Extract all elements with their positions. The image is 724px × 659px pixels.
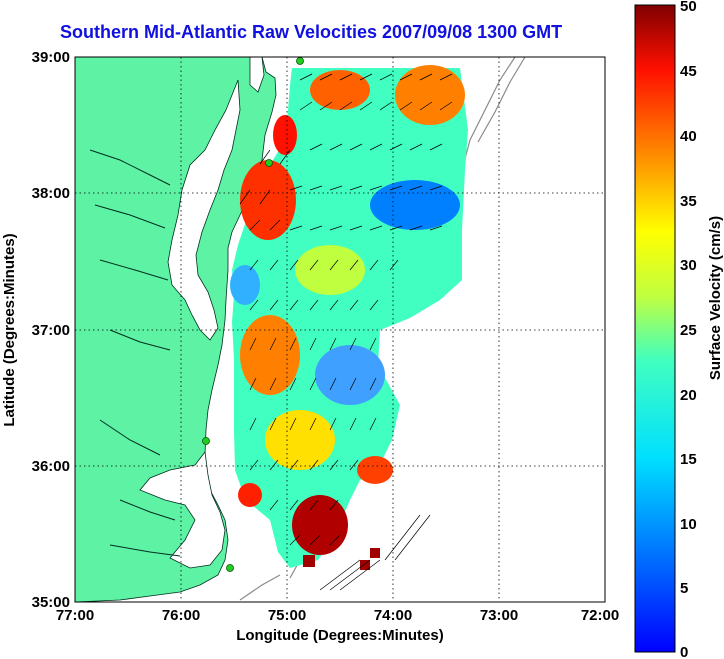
map-title: Southern Mid-Atlantic Raw Velocities 200… [60,22,563,42]
y-tick-label: 37:00 [32,322,70,339]
x-tick-label: 74:00 [374,607,412,624]
chesapeake-bay [167,79,241,341]
y-tick-label: 38:00 [32,185,70,202]
pamlico-sound [139,450,226,569]
colorbar-tick-label: 45 [680,63,697,80]
colorbar-tick-label: 20 [680,387,697,404]
x-ticks: 77:00 76:00 75:00 74:00 73:00 72:00 [56,607,619,624]
plot-frame [74,56,606,603]
colorbar-label: Surface Velocity (cm/s) [707,216,724,380]
y-axis-label: Latitude (Degrees:Minutes) [1,233,18,426]
rivers [89,149,181,557]
y-ticks: 39:00 38:00 37:00 36:00 35:00 [32,49,70,611]
colorbar-tick-label: 50 [680,0,697,15]
y-tick-label: 36:00 [32,458,70,475]
colorbar-tick-label: 15 [680,451,697,468]
colorbar [634,4,676,653]
colorbar-tick-label: 10 [680,516,697,533]
y-tick-label: 39:00 [32,49,70,66]
colorbar-tick-label: 0 [680,644,688,659]
shelf-contour-2 [477,57,526,143]
colorbar-ticks: 50 45 40 35 30 25 20 15 10 5 0 [680,0,697,659]
x-tick-label: 73:00 [480,607,518,624]
colorbar-tick-label: 25 [680,322,697,339]
colorbar-tick-label: 5 [680,580,688,597]
x-axis-label: Longitude (Degrees:Minutes) [236,627,444,644]
colorbar-tick-label: 40 [680,128,697,145]
x-tick-label: 76:00 [162,607,200,624]
colorbar-tick-label: 30 [680,257,697,274]
x-tick-label: 72:00 [581,607,619,624]
radar-stations [202,57,304,572]
x-tick-label: 75:00 [268,607,306,624]
x-tick-label: 77:00 [56,607,94,624]
y-tick-label: 35:00 [32,594,70,611]
grid-lines [75,57,605,602]
colorbar-tick-label: 35 [680,193,697,210]
delaware-bay [249,57,265,93]
